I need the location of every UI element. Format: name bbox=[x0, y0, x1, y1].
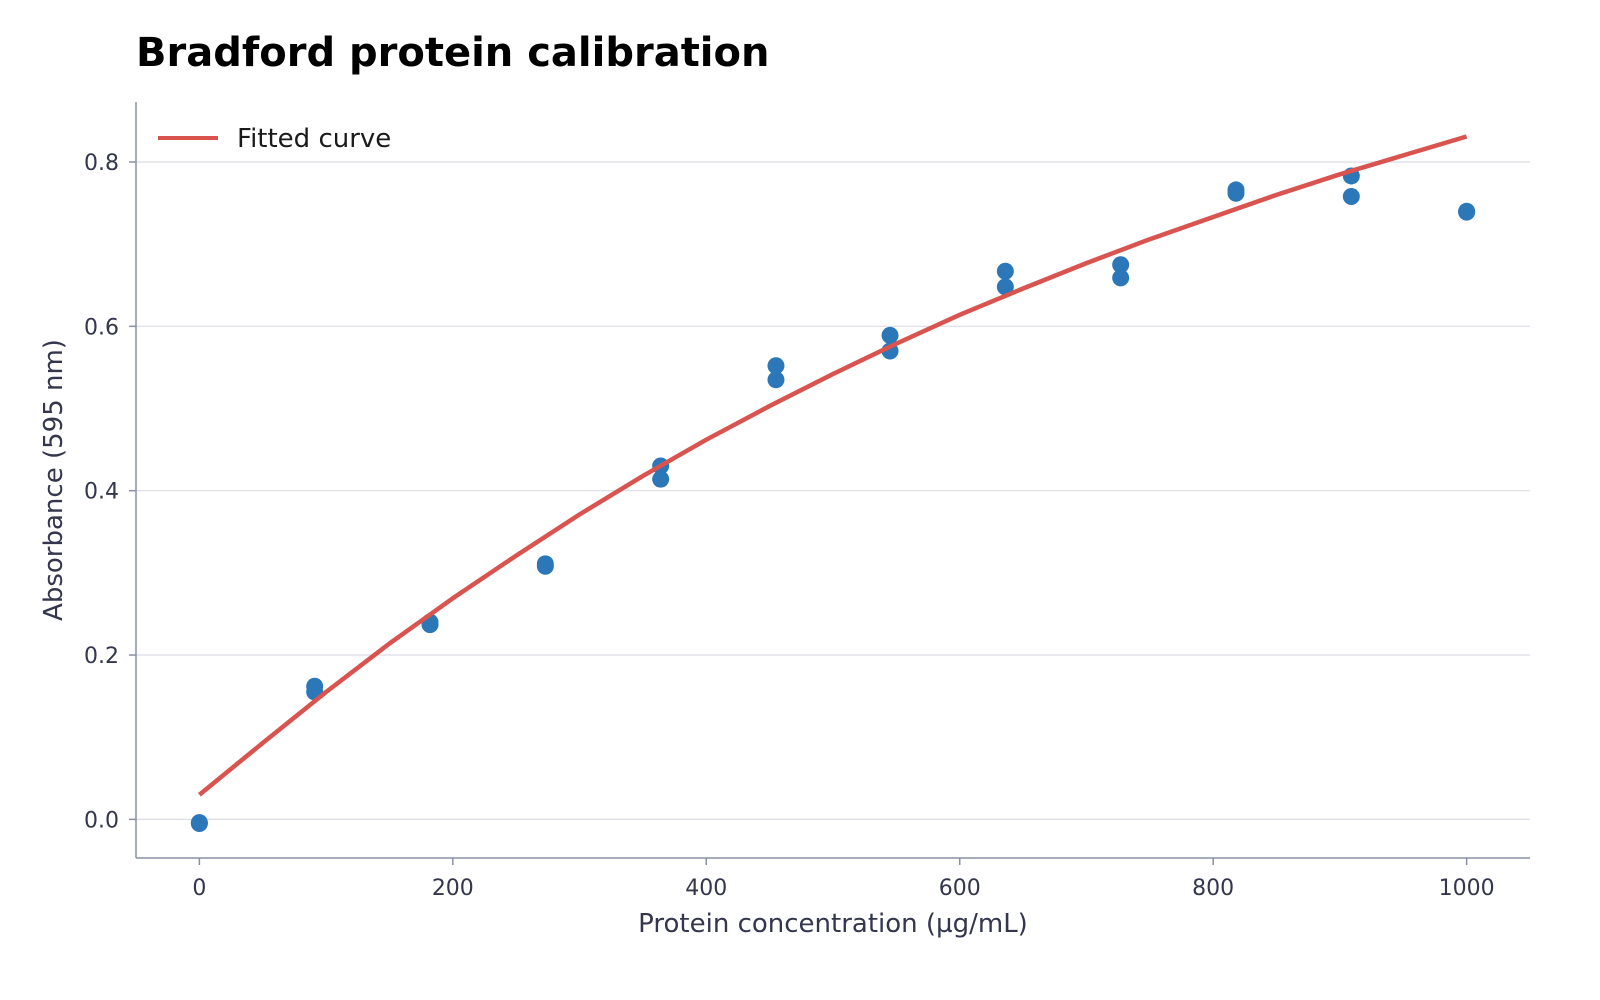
y-axis-label: Absorbance (595 nm) bbox=[39, 339, 69, 621]
y-tick-label: 0.4 bbox=[84, 480, 119, 505]
data-point bbox=[1342, 188, 1360, 205]
y-tick-label: 0.0 bbox=[84, 808, 119, 833]
x-tick-label: 1000 bbox=[1439, 876, 1495, 901]
fitted-curve-line bbox=[197, 134, 1468, 797]
data-point bbox=[767, 357, 785, 375]
data-points bbox=[190, 167, 1476, 832]
fitted-curve-layer bbox=[197, 134, 1468, 797]
data-point bbox=[1227, 184, 1245, 202]
data-point bbox=[767, 371, 785, 389]
data-point bbox=[1112, 256, 1130, 274]
y-tick-label: 0.6 bbox=[84, 315, 119, 340]
data-point bbox=[1112, 269, 1130, 287]
data-point bbox=[996, 278, 1014, 296]
data-point bbox=[1458, 203, 1476, 221]
data-point bbox=[996, 262, 1014, 280]
gridlines bbox=[136, 161, 1530, 820]
y-tick-label: 0.2 bbox=[84, 644, 119, 669]
axis-ticks: 0.0 0.2 0.4 0.6 0.8 0 200 400 600 800 1000 bbox=[84, 151, 1495, 901]
chart-title: Bradford protein calibration bbox=[136, 30, 770, 76]
x-axis-label: Protein concentration (µg/mL) bbox=[638, 909, 1028, 939]
data-point bbox=[190, 814, 208, 832]
data-point bbox=[652, 470, 670, 488]
x-tick-label: 800 bbox=[1192, 876, 1234, 901]
x-tick-label: 400 bbox=[685, 876, 727, 901]
y-tick-label: 0.8 bbox=[84, 151, 119, 176]
data-point bbox=[536, 557, 554, 575]
x-tick-label: 200 bbox=[432, 876, 474, 901]
x-tick-label: 600 bbox=[939, 876, 981, 901]
data-point bbox=[881, 326, 899, 344]
legend-label-fitted-curve: Fitted curve bbox=[237, 124, 391, 154]
data-point bbox=[421, 616, 439, 634]
x-tick-label: 0 bbox=[192, 876, 206, 901]
legend: Fitted curve bbox=[158, 124, 391, 154]
